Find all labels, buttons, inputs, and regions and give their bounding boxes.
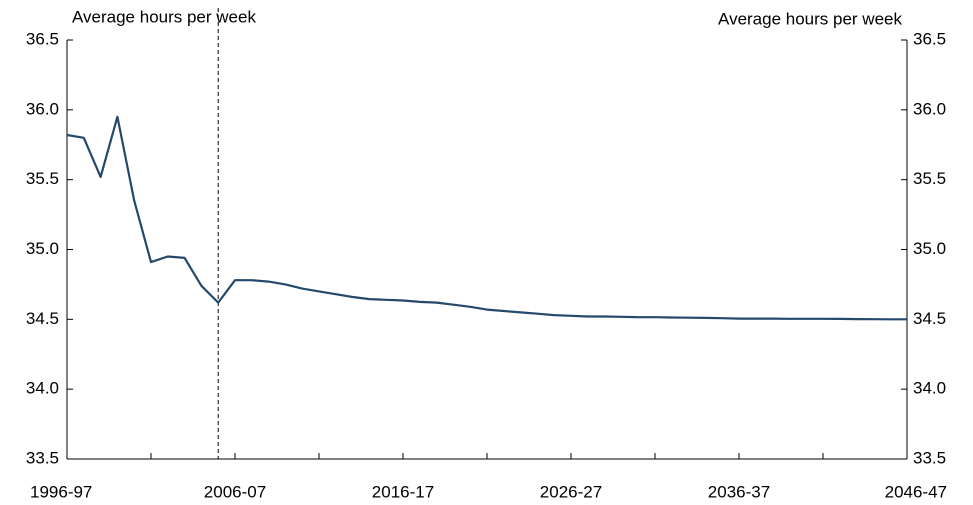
y-tick-label: 34.0: [26, 379, 59, 398]
y2-tick-label: 36.0: [913, 99, 946, 118]
y-tick-label: 34.5: [26, 309, 59, 328]
y-tick-label: 33.5: [26, 448, 59, 467]
x-tick-label: 2016-17: [372, 482, 434, 501]
x-tick-label: 2026-27: [540, 482, 602, 501]
y2-tick-label: 36.5: [913, 29, 946, 48]
y-axis-label: Average hours per week: [72, 7, 256, 26]
y2-tick-label: 33.5: [913, 448, 946, 467]
line-series: [66, 115, 907, 321]
y2-tick-label: 34.0: [913, 379, 946, 398]
y-tick-label: 36.0: [26, 99, 59, 118]
y2-tick-label: 34.5: [913, 309, 946, 328]
x-tick-label: 2046-47: [885, 482, 947, 501]
y-tick-label: 35.0: [26, 239, 59, 258]
x-tick-label: 2006-07: [204, 482, 266, 501]
y2-axis-label: Average hours per week: [718, 9, 902, 28]
y-tick-label: 36.5: [26, 29, 59, 48]
x-tick-label: 1996-97: [30, 482, 92, 501]
y2-tick-label: 35.0: [913, 239, 946, 258]
y-tick-label: 35.5: [26, 169, 59, 188]
x-tick-label: 2036-37: [708, 482, 770, 501]
y2-tick-label: 35.5: [913, 169, 946, 188]
